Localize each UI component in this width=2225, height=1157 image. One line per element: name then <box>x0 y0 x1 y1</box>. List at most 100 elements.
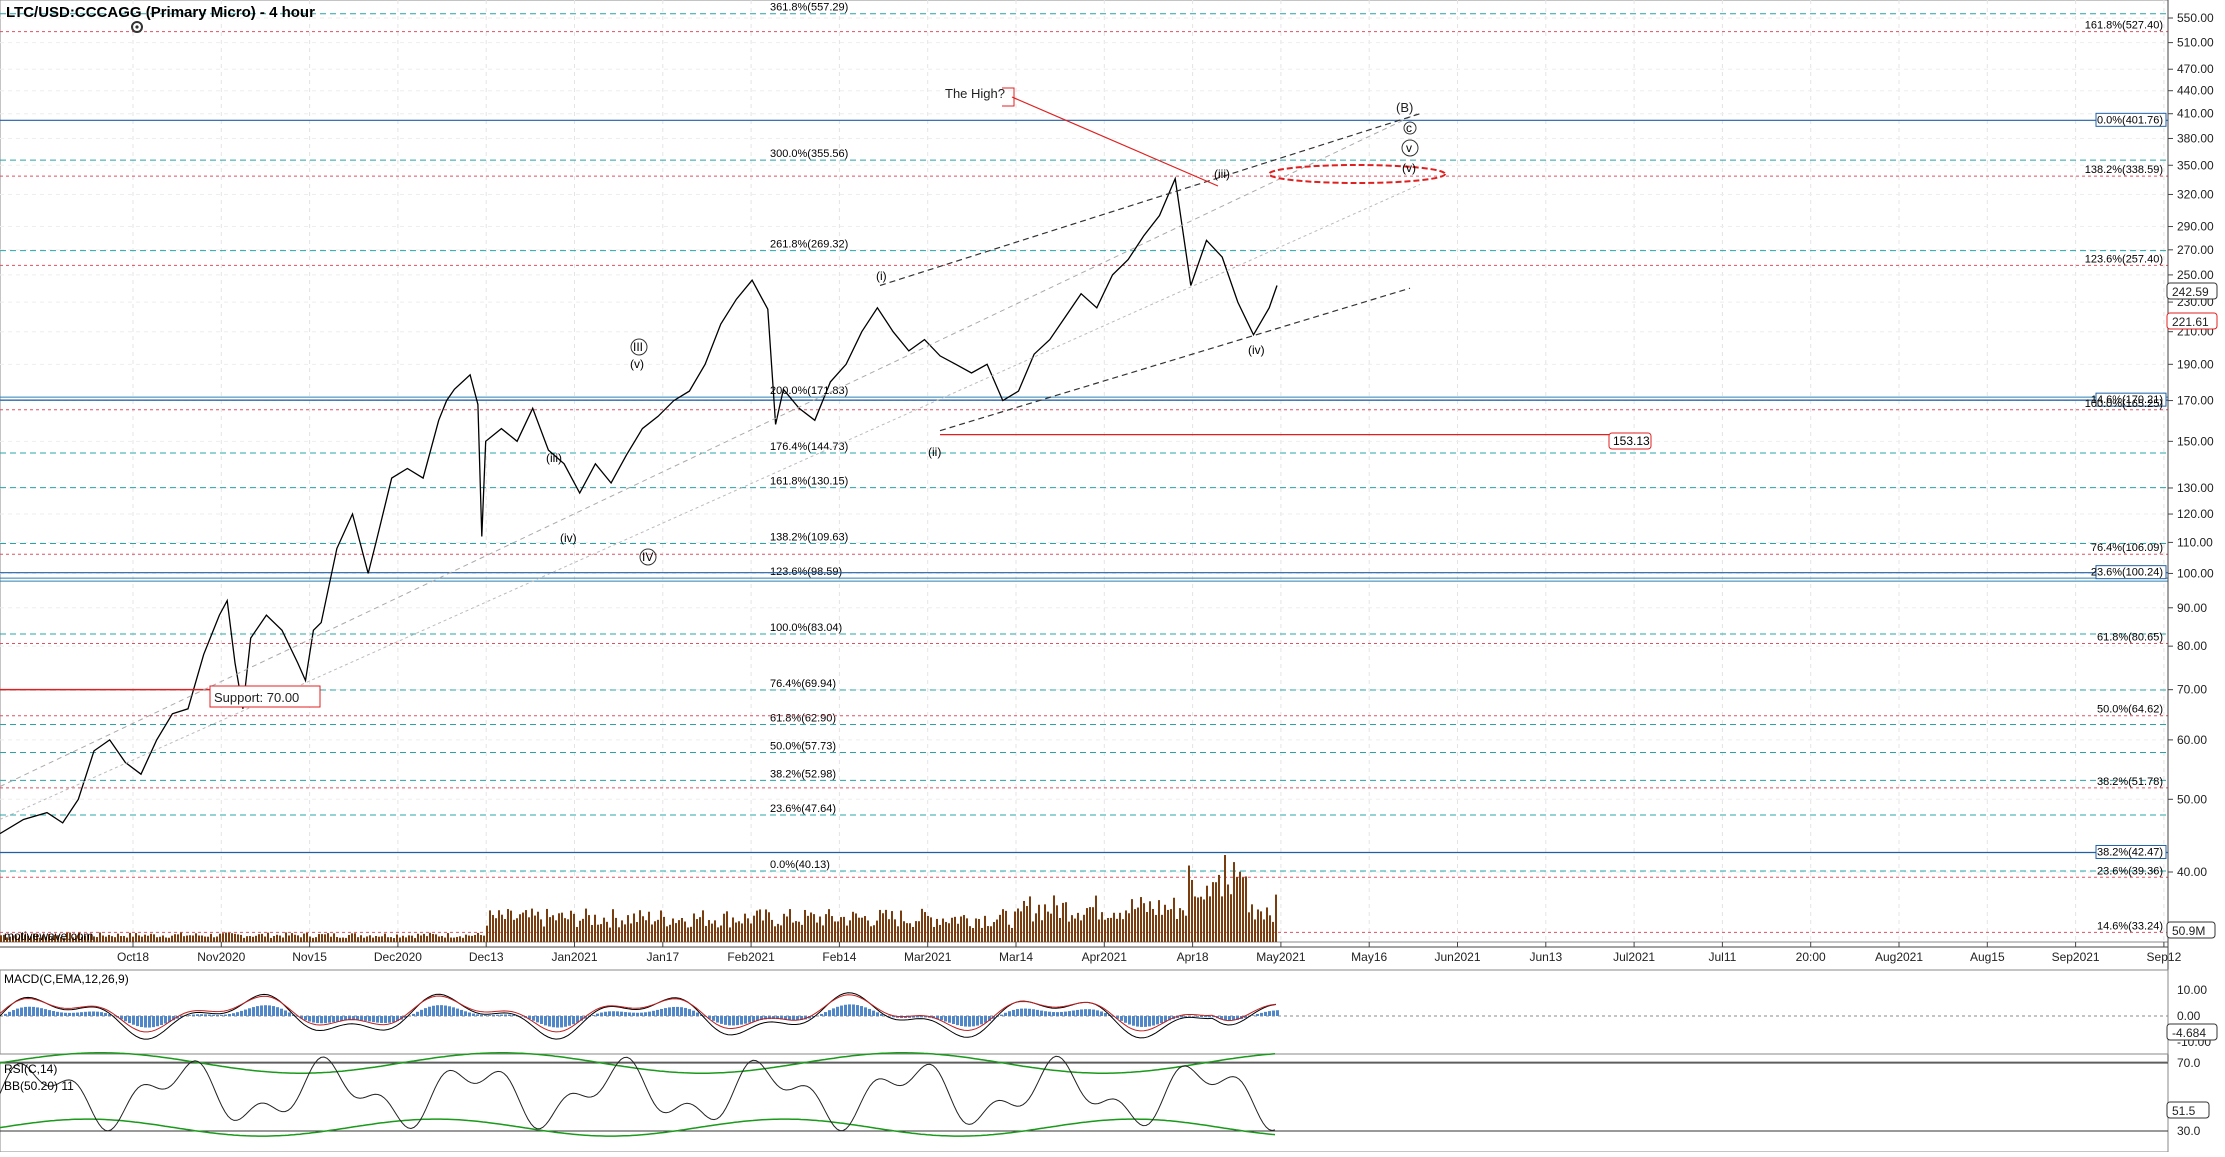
macd-hist-bar <box>640 1013 643 1016</box>
volume-bar <box>180 933 182 942</box>
volume-bar <box>321 934 323 942</box>
volume-bar <box>183 936 185 942</box>
volume-bar <box>870 926 872 942</box>
volume-bar <box>633 913 635 942</box>
rsi-tick-label: 30.0 <box>2177 1124 2201 1138</box>
volume-bar <box>1170 909 1172 942</box>
macd-hist-bar <box>1128 1016 1131 1024</box>
volume-bar <box>1089 907 1091 942</box>
volume-bar <box>354 933 356 942</box>
macd-hist-bar <box>128 1016 131 1023</box>
volume-bar <box>1173 898 1175 942</box>
volume-bar <box>249 936 251 942</box>
volume-bar <box>348 935 350 942</box>
macd-hist-bar <box>1148 1016 1151 1026</box>
volume-bar <box>783 914 785 942</box>
macd-hist-bar <box>852 1004 855 1016</box>
volume-bar <box>558 913 560 942</box>
wave-c-label: c <box>1406 121 1412 135</box>
macd-hist-bar <box>260 1005 263 1016</box>
macd-hist-bar <box>1096 1010 1099 1016</box>
fib-right-label: 61.8%(80.65) <box>2097 632 2163 644</box>
volume-bar <box>1143 903 1145 942</box>
volume-bar <box>1260 911 1262 942</box>
time-tick-label: Mar14 <box>999 950 1033 964</box>
volume-bar <box>420 935 422 942</box>
macd-hist-bar <box>548 1016 551 1027</box>
fib-right-label: 76.4%(106.09) <box>2091 542 2163 554</box>
macd-hist-bar <box>728 1016 731 1025</box>
volume-bar <box>1026 906 1028 942</box>
volume-bar <box>192 936 194 942</box>
time-tick-label: Nov2020 <box>197 950 245 964</box>
volume-bar <box>945 922 947 942</box>
macd-hist-bar <box>820 1014 823 1016</box>
volume-bar <box>999 915 1001 942</box>
macd-hist-bar <box>1092 1010 1095 1016</box>
volume-bar <box>1083 915 1085 942</box>
macd-hist-bar <box>672 1007 675 1016</box>
volume-bar <box>279 936 281 942</box>
volume-bar <box>831 916 833 942</box>
volume-bar <box>807 916 809 942</box>
macd-hist-bar <box>232 1013 235 1016</box>
macd-hist-bar <box>76 1013 79 1016</box>
price-tick-label: 320.00 <box>2177 187 2214 201</box>
macd-hist-bar <box>484 1015 487 1016</box>
volume-bar <box>828 909 830 942</box>
macd-hist-bar <box>1028 1009 1031 1016</box>
time-tick-label: Feb14 <box>822 950 856 964</box>
volume-bar <box>678 920 680 942</box>
volume-bar <box>1257 909 1259 942</box>
price-tick-label: 170.00 <box>2177 394 2214 408</box>
fib-center-label: 76.4%(69.94) <box>770 678 836 690</box>
macd-hist-bar <box>652 1011 655 1016</box>
volume-bar <box>960 917 962 942</box>
volume-bar <box>357 937 359 942</box>
volume-bar <box>402 936 404 942</box>
macd-hist-bar <box>464 1011 467 1016</box>
volume-bar <box>1032 921 1034 942</box>
volume-bar <box>1212 882 1214 942</box>
volume-bar <box>1146 912 1148 942</box>
wave-v-left-label: (v) <box>630 357 644 371</box>
macd-hist-bar <box>1016 1009 1019 1016</box>
macd-hist-bar <box>276 1007 279 1016</box>
macd-hist-bar <box>360 1016 363 1020</box>
volume-bar <box>408 935 410 942</box>
volume-bar <box>1266 907 1268 942</box>
macd-hist-bar <box>288 1012 291 1016</box>
volume-bar <box>654 921 656 942</box>
macd-hist-bar <box>160 1016 163 1025</box>
volume-bar <box>963 915 965 942</box>
macd-hist-bar <box>244 1010 247 1016</box>
volume-bar <box>972 928 974 942</box>
macd-hist-bar <box>920 1016 923 1017</box>
volume-bar <box>513 920 515 942</box>
wave-v-label: (v) <box>1402 161 1416 175</box>
volume-bar <box>510 911 512 942</box>
volume-bar <box>981 928 983 942</box>
macd-hist-bar <box>308 1016 311 1022</box>
macd-hist-bar <box>1052 1012 1055 1016</box>
volume-bar <box>780 925 782 942</box>
volume-bar <box>1053 895 1055 942</box>
macd-hist-bar <box>632 1013 635 1016</box>
macd-hist-bar <box>1020 1009 1023 1016</box>
volume-bar <box>930 917 932 942</box>
time-tick-label: Feb2021 <box>727 950 775 964</box>
macd-hist-bar <box>1228 1016 1231 1020</box>
volume-bar <box>0 935 2 942</box>
volume-bar <box>969 926 971 942</box>
volume-bar <box>987 926 989 942</box>
volume-bar <box>186 936 188 942</box>
macd-hist-bar <box>740 1016 743 1025</box>
macd-hist-bar <box>460 1010 463 1016</box>
macd-hist-bar <box>424 1008 427 1016</box>
macd-hist-bar <box>500 1015 503 1016</box>
macd-hist-bar <box>144 1016 147 1028</box>
volume-bar <box>549 917 551 942</box>
volume-bar <box>117 934 119 942</box>
volume-bar <box>648 912 650 942</box>
macd-hist-bar <box>1056 1012 1059 1016</box>
